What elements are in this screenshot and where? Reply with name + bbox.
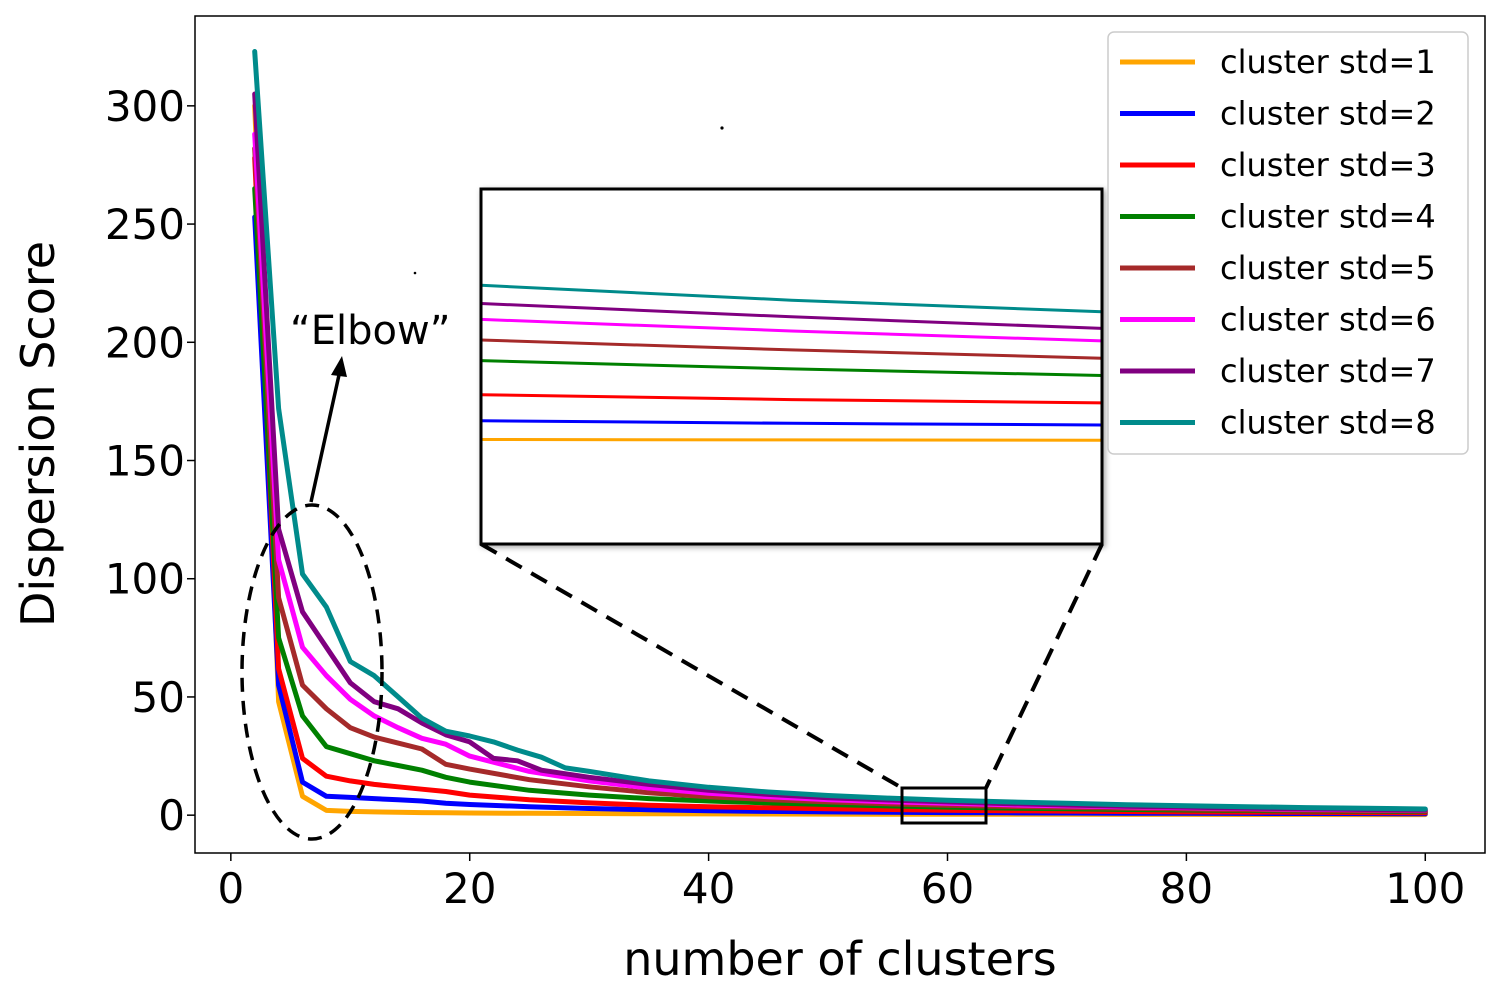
x-tick-label: 60 — [921, 864, 974, 913]
inset-series-line-2 — [481, 419, 1102, 427]
x-tick-label: 20 — [443, 864, 496, 913]
inset-series-line-4 — [481, 359, 1102, 377]
legend-label-2: cluster std=2 — [1220, 95, 1436, 133]
series-line-8 — [252, 49, 1428, 812]
stray-dot — [413, 271, 417, 275]
x-tick-label: 80 — [1160, 864, 1213, 913]
legend: cluster std=1 cluster std=2 cluster std=3 c… — [1107, 31, 1469, 455]
inset-series-lines — [481, 283, 1102, 442]
plot-frame — [194, 15, 1486, 854]
inset-series-line-3 — [481, 393, 1102, 405]
elbow-annotation: “Elbow” — [240, 308, 450, 841]
elbow-arrow-head — [331, 356, 347, 377]
y-tick-label: 100 — [105, 555, 185, 604]
legend-label-5: cluster std=5 — [1220, 249, 1436, 287]
legend-label-1: cluster std=1 — [1220, 43, 1436, 81]
y-axis-ticks: 0 50 100 150 200 250 300 — [105, 82, 195, 840]
elbow-arrow-shaft — [309, 374, 341, 503]
zoom-connector-left — [479, 542, 904, 790]
legend-label-7: cluster std=7 — [1220, 352, 1436, 390]
legend-label-4: cluster std=4 — [1220, 198, 1436, 236]
y-axis-title: Dispersion Score — [11, 241, 65, 627]
x-axis-title: number of clusters — [623, 932, 1057, 986]
inset-series-line-5 — [481, 338, 1102, 360]
x-tick-label: 0 — [217, 864, 244, 913]
inset-series-line-6 — [481, 317, 1102, 343]
x-tick-label: 40 — [682, 864, 735, 913]
inset-zoom — [479, 187, 1104, 546]
y-tick-label: 200 — [105, 318, 185, 367]
inset-series-line-7 — [481, 302, 1102, 330]
y-tick-label: 150 — [105, 437, 185, 486]
zoom-connector-right — [984, 543, 1104, 789]
stray-dot — [720, 126, 724, 130]
inset-series-line-8 — [481, 283, 1102, 314]
series-lines — [252, 49, 1428, 818]
inset-frame — [479, 187, 1104, 546]
y-tick-label: 250 — [105, 200, 185, 249]
legend-label-8: cluster std=8 — [1220, 404, 1436, 442]
x-tick-label: 100 — [1385, 864, 1465, 913]
legend-label-3: cluster std=3 — [1220, 146, 1436, 184]
legend-box — [1107, 31, 1469, 455]
zoom-region-box — [900, 786, 988, 825]
inset-series-line-1 — [481, 438, 1102, 442]
x-axis-ticks: 0 20 40 60 80 100 — [217, 853, 1465, 913]
elbow-label: “Elbow” — [290, 308, 450, 354]
y-tick-label: 300 — [105, 82, 185, 131]
inset-background — [479, 187, 1104, 546]
y-tick-label: 50 — [132, 673, 185, 722]
legend-label-6: cluster std=6 — [1220, 301, 1436, 339]
y-tick-label: 0 — [158, 791, 185, 840]
elbow-ellipse — [240, 503, 384, 841]
